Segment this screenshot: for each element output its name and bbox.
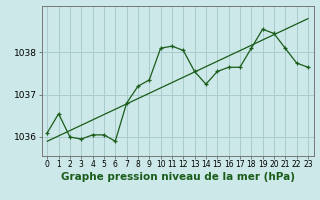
X-axis label: Graphe pression niveau de la mer (hPa): Graphe pression niveau de la mer (hPa) [60, 172, 295, 182]
